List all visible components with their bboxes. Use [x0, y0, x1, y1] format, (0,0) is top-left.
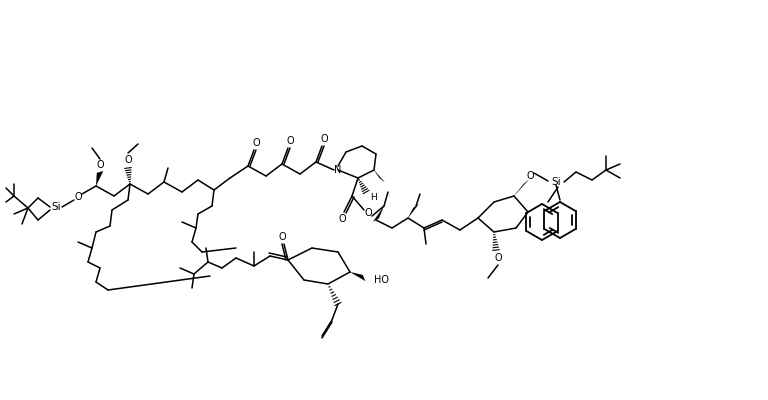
- Text: Si: Si: [51, 202, 61, 212]
- Polygon shape: [373, 206, 384, 222]
- Polygon shape: [96, 171, 103, 186]
- Text: H: H: [370, 194, 377, 202]
- Text: Si: Si: [551, 177, 561, 187]
- Text: N: N: [334, 165, 342, 175]
- Text: O: O: [494, 253, 502, 263]
- Polygon shape: [350, 272, 366, 281]
- Text: HO: HO: [374, 275, 389, 285]
- Polygon shape: [408, 204, 419, 218]
- Text: O: O: [286, 136, 294, 146]
- Text: O: O: [364, 208, 372, 218]
- Text: O: O: [278, 232, 286, 242]
- Text: O: O: [252, 138, 260, 148]
- Text: O: O: [526, 171, 534, 181]
- Text: O: O: [320, 134, 328, 144]
- Polygon shape: [514, 180, 528, 196]
- Polygon shape: [374, 170, 385, 182]
- Text: O: O: [74, 192, 82, 202]
- Text: O: O: [124, 155, 132, 165]
- Text: O: O: [96, 160, 104, 170]
- Text: O: O: [338, 214, 346, 224]
